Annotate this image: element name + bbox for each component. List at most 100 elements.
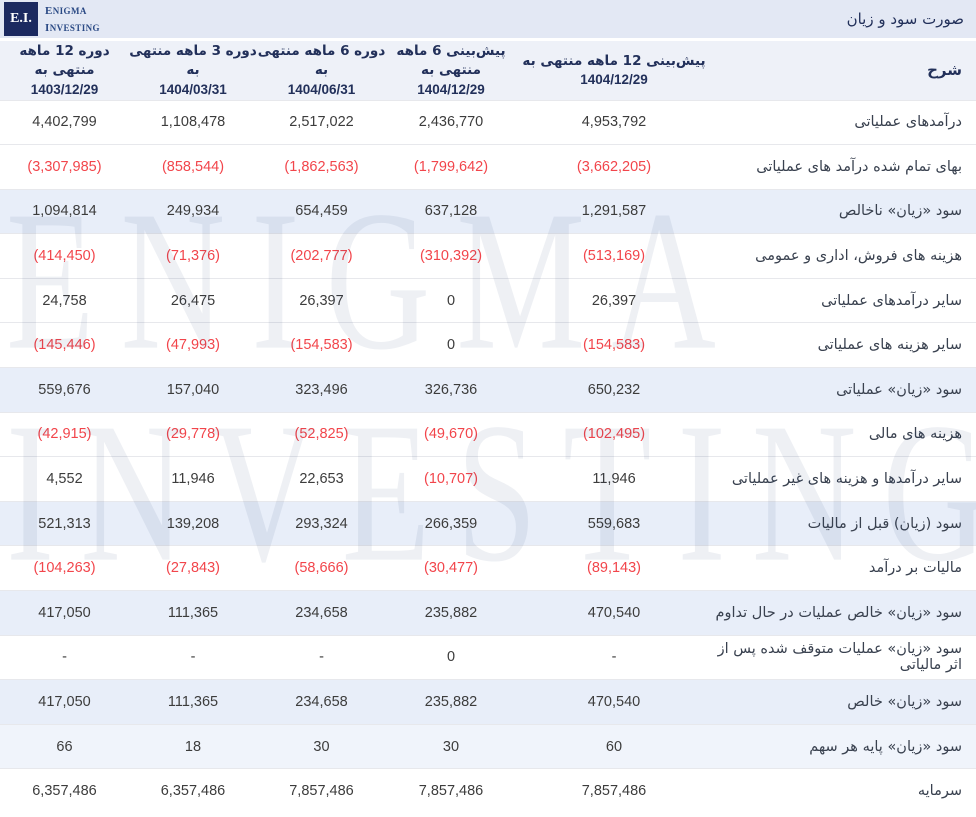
period-label: دوره 6 ماهه منتهی به — [257, 42, 386, 79]
logo-line-enigma: Enigma — [45, 1, 87, 18]
value-cell: (154,583) — [582, 337, 646, 354]
column-header-period: پیش‌بینی 12 ماهه منتهی به 1404/12/29 — [516, 41, 712, 100]
value-cell: 7,857,486 — [289, 783, 354, 800]
column-header-period: دوره 12 ماهه منتهی به 1403/12/29 — [0, 41, 129, 100]
value-cell: - — [319, 649, 324, 666]
value-cell: - — [62, 649, 67, 666]
value-cell: 323,496 — [295, 381, 348, 398]
value-cell: 559,676 — [38, 381, 91, 398]
value-cell: (1,862,563) — [284, 158, 359, 175]
value-cell: (10,707) — [423, 471, 478, 488]
value-cell: 24,758 — [42, 292, 87, 309]
row-label: سود «زیان» پایه هر سهم — [809, 738, 962, 755]
value-cell: (47,993) — [165, 337, 220, 354]
value-cell: (102,495) — [582, 426, 646, 443]
period-label: دوره 3 ماهه منتهی به — [129, 42, 257, 79]
table-row: سایر درآمدهای عملیاتی 26,397 0 26,397 26,475… — [0, 278, 976, 323]
value-cell: - — [190, 649, 196, 666]
value-cell: 0 — [446, 649, 456, 666]
value-cell: (858,544) — [161, 158, 225, 175]
income-statement-table: شرح پیش‌بینی 12 ماهه منتهی به 1404/12/29 پ… — [0, 41, 976, 814]
value-cell: 26,397 — [299, 292, 344, 309]
row-label: هزینه های مالی — [868, 426, 962, 443]
row-label: سایر درآمدها و هزینه های غیر عملیاتی — [731, 471, 962, 488]
period-label: دوره 12 ماهه منتهی به — [19, 42, 110, 79]
value-cell: (154,583) — [290, 337, 353, 354]
column-header-period: دوره 6 ماهه منتهی به 1404/06/31 — [257, 41, 386, 100]
value-cell: (71,376) — [165, 248, 220, 265]
value-cell: 235,882 — [424, 604, 478, 621]
table-row: سرمایه 7,857,486 7,857,486 7,857,486 6,357,4… — [0, 768, 976, 814]
value-cell: 139,208 — [166, 515, 220, 532]
value-cell: 0 — [446, 337, 456, 354]
value-cell: 157,040 — [166, 381, 220, 398]
value-cell: 111,365 — [167, 604, 219, 621]
logo-ei-badge: E.I. — [4, 2, 38, 36]
row-label: سود «زیان» عملیاتی — [836, 381, 962, 398]
table-row: سود «زیان» خالص عملیات در حال تداوم 470,5… — [0, 590, 976, 636]
value-cell: 2,517,022 — [289, 114, 354, 131]
table-row: سود «زیان» پایه هر سهم 60 30 30 18 66 — [0, 724, 976, 769]
value-cell: 266,359 — [424, 515, 478, 532]
value-cell: - — [611, 649, 617, 666]
table-row: هزینه های مالی (102,495) (49,670) (52,825) (… — [0, 412, 976, 457]
row-label: هزینه های فروش، اداری و عمومی — [755, 248, 962, 265]
value-cell: 111,365 — [167, 694, 219, 711]
table-row: سود «زیان» ناخالص 1,291,587 637,128 654,459… — [0, 189, 976, 234]
value-cell: (513,169) — [582, 248, 646, 265]
value-cell: 60 — [605, 738, 623, 755]
value-cell: 470,540 — [587, 694, 641, 711]
table-row: سایر هزینه های عملیاتی (154,583) 0 (154,583… — [0, 322, 976, 368]
value-cell: (3,662,205) — [576, 158, 652, 175]
value-cell: 30 — [313, 738, 330, 755]
table-row: سود (زیان) قبل از مالیات 559,683 266,359 29… — [0, 501, 976, 546]
period-date: 1404/06/31 — [287, 82, 356, 98]
row-label: سود «زیان» خالص — [847, 694, 962, 711]
value-cell: 654,459 — [295, 203, 348, 220]
value-cell: 1,094,814 — [32, 203, 97, 220]
value-cell: (29,778) — [165, 426, 220, 443]
value-cell: 4,402,799 — [32, 114, 97, 131]
value-cell: 559,683 — [587, 515, 641, 532]
value-cell: 7,857,486 — [418, 783, 484, 800]
row-label: سایر درآمدهای عملیاتی — [821, 292, 962, 309]
row-label: سود «زیان» عملیات متوقف شده پس از اثر ما… — [717, 641, 962, 674]
value-cell: 26,397 — [591, 292, 637, 309]
value-cell: 0 — [446, 292, 456, 309]
row-label: سود «زیان» خالص عملیات در حال تداوم — [715, 604, 962, 621]
value-cell: 26,475 — [170, 292, 216, 309]
value-cell: 2,436,770 — [418, 114, 484, 131]
column-header-period: دوره 3 ماهه منتهی به 1404/03/31 — [129, 41, 257, 100]
value-cell: (104,263) — [33, 560, 96, 577]
period-date: 1403/12/29 — [30, 82, 99, 98]
topbar: E.I. Enigma Investing صورت سود و زیان — [0, 0, 976, 41]
value-cell: 417,050 — [38, 694, 91, 711]
enigma-logo: E.I. Enigma Investing — [0, 2, 104, 37]
value-cell: (145,446) — [33, 337, 96, 354]
value-cell: 234,658 — [295, 694, 348, 711]
value-cell: (49,670) — [423, 426, 478, 443]
row-label: سرمایه — [917, 783, 962, 800]
period-label: پیش‌بینی 12 ماهه منتهی به — [522, 52, 706, 69]
value-cell: (58,666) — [294, 560, 349, 577]
value-cell: 11,946 — [171, 471, 215, 488]
value-cell: 30 — [442, 738, 460, 755]
value-cell: (42,915) — [37, 426, 92, 443]
value-cell: 4,552 — [46, 471, 83, 488]
value-cell: 4,953,792 — [581, 114, 647, 131]
table-row: سود «زیان» عملیاتی 650,232 326,736 323,496 1… — [0, 367, 976, 413]
period-date: 1404/03/31 — [159, 82, 227, 98]
period-date: 1404/12/29 — [417, 82, 485, 98]
value-cell: 1,291,587 — [581, 203, 647, 220]
table-row: سود «زیان» خالص 470,540 235,882 234,658 111,… — [0, 679, 976, 725]
row-label: درآمدهای عملیاتی — [854, 114, 962, 131]
value-cell: 326,736 — [424, 381, 478, 398]
row-label: سود (زیان) قبل از مالیات — [807, 515, 962, 532]
logo-wordmark: Enigma Investing — [45, 2, 100, 37]
value-cell: 66 — [56, 738, 73, 755]
value-cell: (310,392) — [419, 248, 483, 265]
page-title: صورت سود و زیان — [846, 10, 964, 28]
column-header-period: پیش‌بینی 6 ماهه منتهی به 1404/12/29 — [386, 41, 516, 100]
value-cell: 637,128 — [424, 203, 478, 220]
table-row: مالیات بر درآمد (89,143) (30,477) (58,666) (… — [0, 545, 976, 591]
